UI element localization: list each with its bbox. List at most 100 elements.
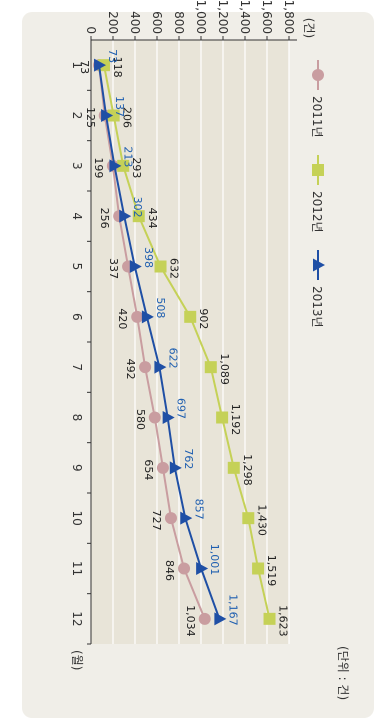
data-label: 420 xyxy=(116,308,129,329)
y-tick-label: 1,000 xyxy=(194,0,208,34)
legend-label: 2013년 xyxy=(310,286,324,328)
data-point xyxy=(178,562,191,575)
data-label: 137 xyxy=(113,96,126,117)
data-point xyxy=(242,512,255,525)
data-point xyxy=(117,159,130,172)
data-label: 902 xyxy=(197,308,210,329)
data-label: 302 xyxy=(131,197,144,218)
data-point xyxy=(162,411,175,424)
data-label: 492 xyxy=(124,359,137,380)
data-point xyxy=(139,361,152,374)
data-label: 1,192 xyxy=(229,404,242,436)
x-axis-label: (월) xyxy=(70,650,84,670)
series-line xyxy=(98,65,206,620)
legend-marker xyxy=(312,69,324,81)
data-label: 846 xyxy=(163,560,176,581)
data-point xyxy=(154,360,167,374)
x-tick-label: 1 xyxy=(70,61,84,69)
data-point xyxy=(109,159,122,173)
legend-label: 2012년 xyxy=(310,191,324,233)
y-tick-label: 200 xyxy=(106,11,120,34)
x-tick-label: 2 xyxy=(70,112,84,120)
x-tick-label: 4 xyxy=(70,212,84,220)
data-point xyxy=(129,260,142,273)
y-tick-label: 1,200 xyxy=(216,0,230,34)
plot-area xyxy=(91,40,289,644)
legend-label: 2011년 xyxy=(310,96,324,138)
data-labels: 73 125 199 256 337 420 492 580 654 727 846 1,034 118… xyxy=(78,49,290,636)
y-tick-label: 1,600 xyxy=(260,0,274,34)
data-label: 508 xyxy=(154,297,167,318)
data-point xyxy=(94,58,107,72)
data-point xyxy=(227,461,240,474)
y-tick-label: 1,400 xyxy=(238,0,252,34)
x-tick-label: 7 xyxy=(70,363,84,371)
data-label: 73 xyxy=(78,60,91,74)
data-point xyxy=(204,361,217,374)
series-layer xyxy=(93,58,276,626)
data-label: 337 xyxy=(107,258,120,279)
data-point xyxy=(263,612,276,625)
data-point xyxy=(119,209,132,223)
data-label: 125 xyxy=(84,107,97,128)
data-label: 293 xyxy=(130,157,143,178)
data-label: 762 xyxy=(182,448,195,469)
data-point xyxy=(156,461,169,474)
data-label: 580 xyxy=(134,409,147,430)
data-point xyxy=(148,411,161,424)
data-label: 434 xyxy=(146,208,159,229)
y-tick-label: 0 xyxy=(84,26,98,34)
data-label: 73 xyxy=(106,49,119,63)
data-label: 256 xyxy=(98,208,111,229)
y-axis-label: (건) xyxy=(302,18,316,38)
y-tick-label: 1,800 xyxy=(282,0,296,34)
data-label: 1,519 xyxy=(265,555,278,587)
data-label: 697 xyxy=(175,398,188,419)
data-point xyxy=(141,310,154,324)
data-point xyxy=(101,109,114,122)
data-label: 1,001 xyxy=(208,544,221,576)
gridlines xyxy=(112,40,290,644)
legend-marker xyxy=(313,258,325,272)
unit-note: (단위 : 건) xyxy=(336,646,350,700)
data-point xyxy=(198,612,211,625)
data-point xyxy=(196,562,209,575)
data-label: 1,089 xyxy=(218,353,231,385)
data-point xyxy=(132,210,145,223)
data-point xyxy=(169,461,182,475)
data-label: 1,623 xyxy=(277,605,290,637)
y-tick-label: 800 xyxy=(172,11,186,34)
x-tick-label: 11 xyxy=(70,561,84,576)
x-tick-label: 9 xyxy=(70,464,84,472)
data-point xyxy=(216,411,229,424)
data-point xyxy=(214,612,227,626)
data-point xyxy=(107,109,120,122)
data-label: 857 xyxy=(192,499,205,520)
legend-marker xyxy=(312,164,324,176)
data-label: 1,167 xyxy=(226,594,239,626)
data-label: 199 xyxy=(92,157,105,178)
data-label: 1,430 xyxy=(255,504,268,536)
data-label: 632 xyxy=(168,258,181,279)
x-tick-label: 3 xyxy=(70,162,84,170)
data-point xyxy=(164,512,177,525)
x-tick-label: 6 xyxy=(70,313,84,321)
axes: 0 200 400 600 800 1,000 1,200 1,400 1,600 1,80012… xyxy=(70,0,297,645)
data-point xyxy=(180,511,193,525)
y-tick-label: 600 xyxy=(150,11,164,34)
data-label: 398 xyxy=(142,247,155,268)
x-tick-label: 12 xyxy=(70,611,84,626)
data-label: 1,298 xyxy=(241,454,254,486)
data-label: 206 xyxy=(121,107,134,128)
data-point xyxy=(131,310,144,323)
data-point xyxy=(154,260,167,273)
x-tick-label: 8 xyxy=(70,414,84,422)
y-tick-label: 400 xyxy=(128,11,142,34)
data-label: 213 xyxy=(121,146,134,167)
data-label: 654 xyxy=(142,459,155,480)
data-point xyxy=(184,310,197,323)
x-tick-label: 10 xyxy=(70,511,84,526)
data-point xyxy=(252,562,265,575)
